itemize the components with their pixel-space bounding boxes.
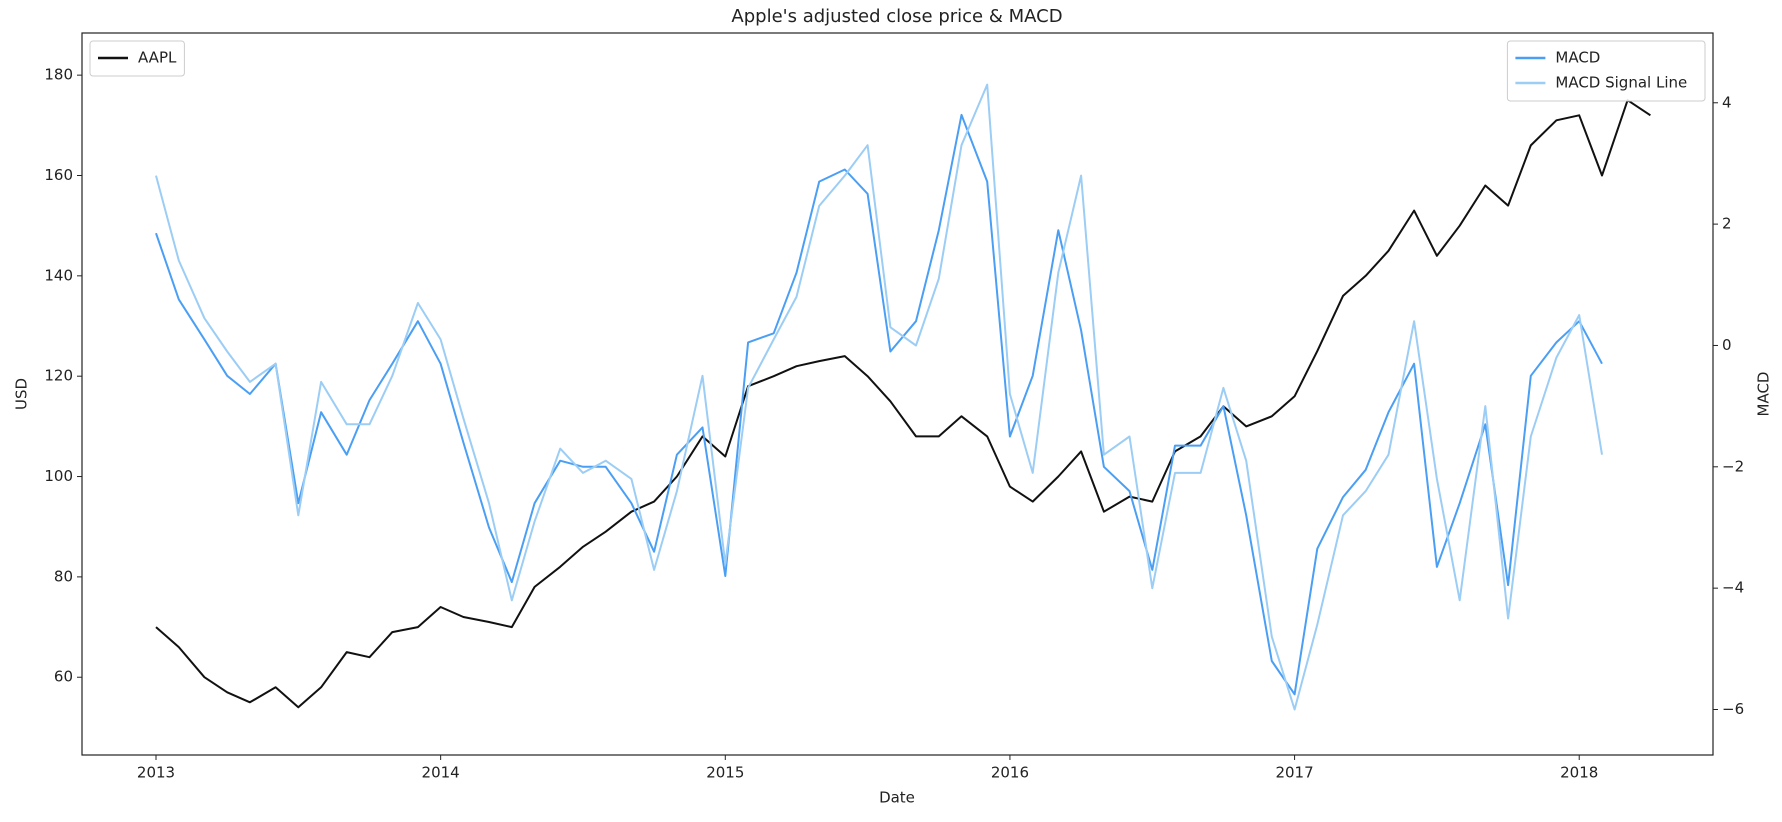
x-tick-label: 2017	[1275, 764, 1313, 782]
y2-tick-label: 4	[1722, 93, 1732, 111]
y2-tick-label: 2	[1722, 215, 1732, 233]
legend-label: MACD	[1555, 49, 1600, 67]
x-tick-label: 2016	[991, 764, 1029, 782]
x-tick-label: 2018	[1560, 764, 1598, 782]
legend: MACD MACD Signal Line	[1506, 40, 1706, 102]
plot-frame	[81, 32, 1714, 756]
x-tick-label: 2014	[422, 764, 460, 782]
legend-label: AAPL	[138, 49, 177, 67]
x-tick-label: 2015	[706, 764, 744, 782]
series-line	[155, 83, 1603, 711]
x-axis-label: Date	[879, 789, 915, 807]
legend-box	[89, 40, 185, 77]
y-tick-label: 160	[44, 166, 73, 184]
y2-tick-label: −6	[1722, 700, 1744, 718]
y-tick-label: 140	[44, 266, 73, 284]
y-tick-label: 100	[44, 467, 73, 485]
y-tick-label: 180	[44, 66, 73, 84]
series-line	[155, 113, 1603, 696]
y2-axis-label: MACD	[1755, 372, 1773, 417]
y2-tick-label: 0	[1722, 336, 1732, 354]
chart-title: Apple's adjusted close price & MACD	[731, 6, 1062, 27]
legend-box	[1506, 40, 1706, 102]
y-tick-label: 60	[54, 668, 73, 686]
y-tick-label: 80	[54, 567, 73, 585]
x-tick-label: 2013	[137, 764, 175, 782]
y-axis-label: USD	[13, 378, 31, 410]
legend: AAPL	[89, 40, 185, 77]
y2-tick-label: −4	[1722, 579, 1744, 597]
y2-tick-label: −2	[1722, 457, 1744, 475]
series-line	[155, 99, 1651, 709]
y-tick-label: 120	[44, 367, 73, 385]
legend-label: MACD Signal Line	[1555, 74, 1687, 92]
